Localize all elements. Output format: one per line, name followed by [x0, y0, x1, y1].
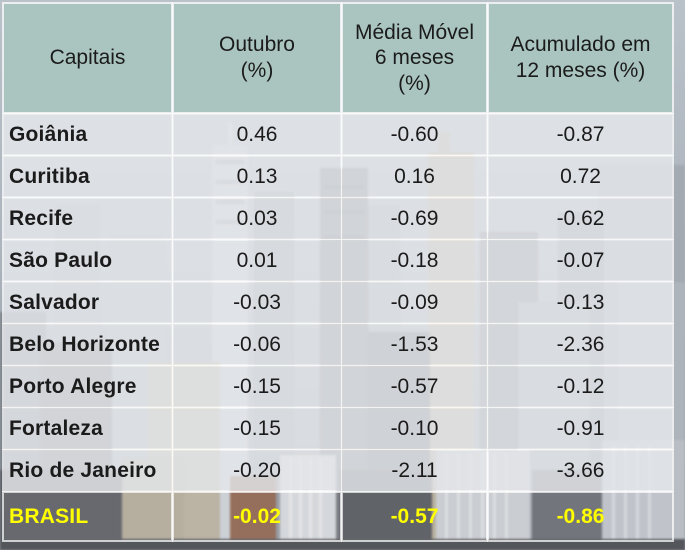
value-cell: -1.53	[343, 325, 486, 364]
value-cell: -0.57	[343, 367, 486, 406]
header-outubro-cell: Outubro (%)	[174, 4, 340, 112]
value-cell: 0.03	[174, 199, 340, 238]
value-cell: -0.06	[174, 325, 340, 364]
value-cell: -0.62	[489, 199, 672, 238]
capital-sao-paulo: São Paulo	[4, 241, 171, 280]
capitals-price-table: Capitais Outubro (%) Média Móvel 6 meses…	[4, 4, 672, 540]
value-cell: -0.20	[174, 451, 340, 490]
capital-recife: Recife	[4, 199, 171, 238]
capital-belo-horizonte: Belo Horizonte	[4, 325, 171, 364]
value-cell: 0.13	[174, 157, 340, 196]
value-cell: -0.15	[174, 367, 340, 406]
value-cell: 0.01	[174, 241, 340, 280]
value-cell: -0.60	[343, 115, 486, 154]
value-cell: -0.91	[489, 409, 672, 448]
value-cell: -0.15	[174, 409, 340, 448]
header-capitais-cell: Capitais	[4, 4, 171, 112]
capital-curitiba: Curitiba	[4, 157, 171, 196]
value-cell: -0.10	[343, 409, 486, 448]
value-cell: -0.13	[489, 283, 672, 322]
value-cell: -0.87	[489, 115, 672, 154]
capital-rio-de-janeiro: Rio de Janeiro	[4, 451, 171, 490]
value-cell: 0.46	[174, 115, 340, 154]
brasil-value-cell: -0.02	[174, 493, 340, 540]
value-cell: -2.36	[489, 325, 672, 364]
value-cell: 0.16	[343, 157, 486, 196]
capital-porto-alegre: Porto Alegre	[4, 367, 171, 406]
value-cell: -0.18	[343, 241, 486, 280]
brasil-value-cell: -0.86	[489, 493, 672, 540]
value-cell: -0.12	[489, 367, 672, 406]
value-cell: -2.11	[343, 451, 486, 490]
value-cell: 0.72	[489, 157, 672, 196]
capital-salvador: Salvador	[4, 283, 171, 322]
capital-goiania: Goiânia	[4, 115, 171, 154]
value-cell: -0.69	[343, 199, 486, 238]
capital-brasil: BRASIL	[4, 493, 171, 540]
header-media-movel-cell: Média Móvel 6 meses (%)	[343, 4, 486, 112]
value-cell: -0.03	[174, 283, 340, 322]
capital-fortaleza: Fortaleza	[4, 409, 171, 448]
value-cell: -0.07	[489, 241, 672, 280]
brasil-value-cell: -0.57	[343, 493, 486, 540]
header-acumulado-cell: Acumulado em 12 meses (%)	[489, 4, 672, 112]
value-cell: -3.66	[489, 451, 672, 490]
value-cell: -0.09	[343, 283, 486, 322]
